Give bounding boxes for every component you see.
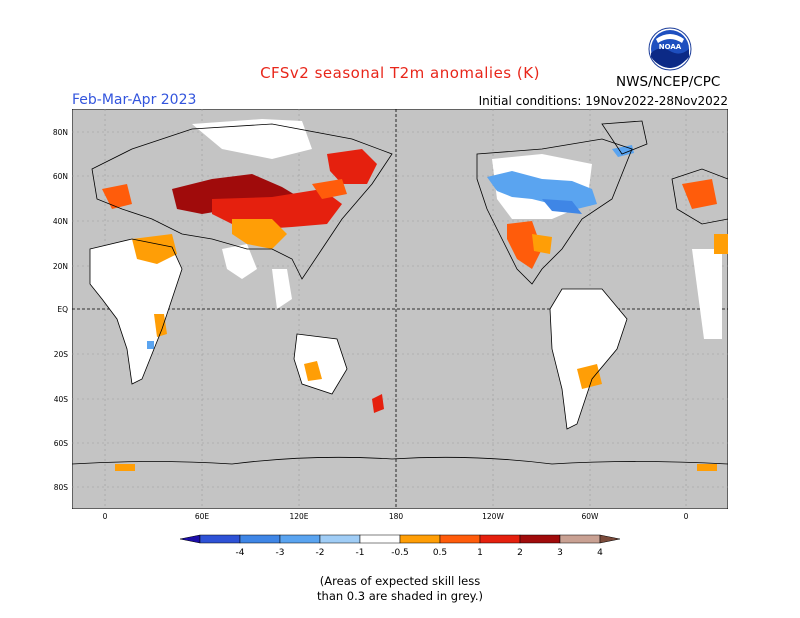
lon-label-60w: 60W [581, 512, 599, 521]
skill-note-line1: (Areas of expected skill less [319, 574, 481, 588]
colorbar: -4 -3 -2 -1 -0.5 0.5 1 2 3 4 [179, 534, 621, 558]
season-label: Feb-Mar-Apr 2023 [72, 92, 197, 108]
lat-label-60s: 60S [53, 439, 68, 448]
agency-label: NWS/NCEP/CPC [616, 74, 721, 90]
colorbar-tick-label: 2 [517, 548, 523, 558]
colorbar-tick-label: 4 [597, 548, 603, 558]
colorbar-tick-label: 0.5 [433, 548, 447, 558]
skill-note-line2: than 0.3 are shaded in grey.) [317, 589, 483, 603]
colorbar-box [399, 534, 441, 544]
colorbar-tick-label: -4 [236, 548, 245, 558]
colorbar-tick-label: -3 [276, 548, 285, 558]
lon-label-60e: 60E [194, 512, 210, 521]
colorbar-box [479, 534, 521, 544]
svg-text:NOAA: NOAA [659, 43, 682, 51]
colorbar-tick-label: 3 [557, 548, 563, 558]
initial-conditions-label: Initial conditions: 19Nov2022-28Nov2022 [478, 94, 728, 108]
colorbar-tick-label: -1 [356, 548, 365, 558]
lat-label-40n: 40N [52, 217, 68, 226]
lat-label-20n: 20N [52, 262, 68, 271]
colorbar-box [359, 534, 401, 544]
chart-title: CFSv2 seasonal T2m anomalies (K) [260, 64, 540, 82]
coastlines [72, 120, 728, 465]
colorbar-box [319, 534, 361, 544]
colorbar-low-arrow [179, 534, 201, 544]
lon-label-0: 0 [102, 512, 108, 521]
lon-label-120w: 120W [482, 512, 504, 521]
lon-label-120e: 120E [289, 512, 309, 521]
lat-label-eq: EQ [57, 305, 68, 314]
skill-note: (Areas of expected skill less than 0.3 a… [0, 574, 800, 604]
colorbar-tick-label: -0.5 [391, 548, 409, 558]
noaa-logo: NOAA [648, 27, 692, 71]
lat-label-80n: 80N [52, 128, 68, 137]
colorbar-box [559, 534, 601, 544]
lon-label-0-east: 0 [683, 512, 689, 521]
lat-label-60n: 60N [52, 172, 68, 181]
lat-label-80s: 80S [53, 483, 68, 492]
colorbar-tick-label: 1 [477, 548, 483, 558]
lat-label-20s: 20S [53, 350, 68, 359]
lat-label-40s: 40S [53, 395, 68, 404]
colorbar-boxes [179, 534, 621, 544]
warm-anomalies [102, 149, 728, 471]
colorbar-tick-label: -2 [316, 548, 325, 558]
lon-label-180: 180 [388, 512, 404, 521]
colorbar-high-arrow [599, 534, 621, 544]
colorbar-box [279, 534, 321, 544]
colorbar-labels: -4 -3 -2 -1 -0.5 0.5 1 2 3 4 [236, 548, 604, 558]
colorbar-box [199, 534, 241, 544]
anomaly-map [72, 109, 728, 509]
colorbar-box [519, 534, 561, 544]
colorbar-box [239, 534, 281, 544]
colorbar-box [439, 534, 481, 544]
